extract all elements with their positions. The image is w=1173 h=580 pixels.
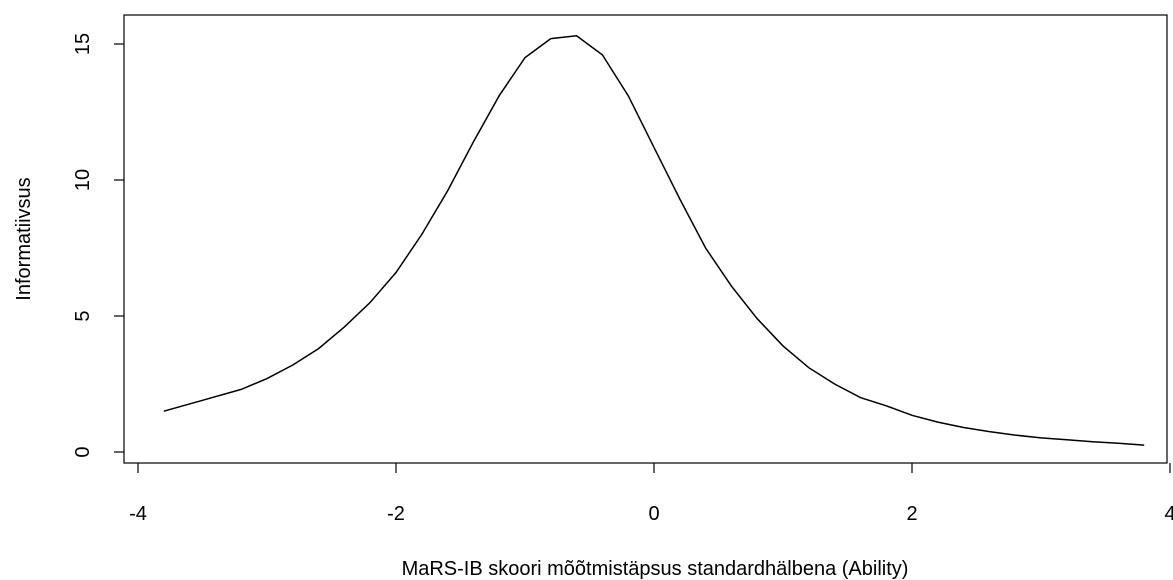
y-axis-title: Informatiivsus: [13, 177, 35, 300]
x-axis-title: MaRS-IB skoori mõõtmistäpsus standardhäl…: [402, 558, 909, 580]
plot-area-frame: [123, 14, 1168, 464]
x-tick-label: 0: [648, 503, 659, 525]
x-axis: -4 -2 0 2 4: [129, 463, 1173, 525]
series-line: [163, 35, 1145, 446]
y-tick-label: 10: [72, 169, 94, 191]
y-axis: 0 5 10 15: [72, 33, 124, 458]
y-tick-label: 0: [72, 446, 94, 457]
y-tick-label: 15: [72, 33, 94, 55]
x-tick-label: 2: [906, 503, 917, 525]
x-tick-label: -4: [129, 503, 147, 525]
x-tick-label: 4: [1164, 503, 1173, 525]
y-tick-label: 5: [72, 310, 94, 321]
x-tick-label: -2: [387, 503, 405, 525]
